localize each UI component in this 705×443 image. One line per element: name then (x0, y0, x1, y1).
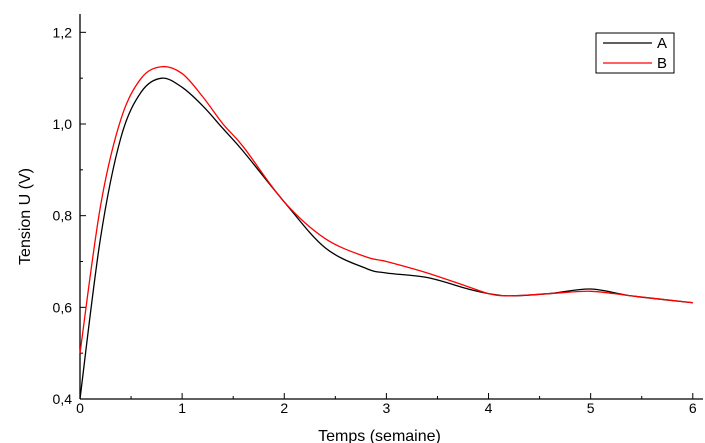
series-lines (79, 65, 693, 400)
x-tick-label: 5 (587, 400, 595, 416)
series-line-a (79, 77, 693, 400)
x-axis-title: Temps (semaine) (318, 428, 441, 443)
legend-label-b: B (657, 55, 667, 72)
y-tick-label: 1,0 (53, 116, 73, 132)
y-tick-label: 0,8 (53, 208, 73, 224)
x-tick-label: 4 (485, 400, 493, 416)
x-tick-label: 3 (382, 400, 390, 416)
series-line-b (79, 65, 693, 354)
ticks (79, 31, 694, 400)
x-tick-label: 1 (178, 400, 186, 416)
y-tick-label: 1,2 (53, 24, 73, 40)
legend-box (595, 32, 675, 74)
y-axis-title: Tension U (V) (17, 168, 34, 265)
tick-labels: 0 1 2 3 4 5 6 0,4 0,6 0,8 1,0 1,2 (53, 24, 697, 416)
legend-label-a: A (657, 35, 667, 52)
x-tick-label: 6 (689, 400, 697, 416)
x-tick-label: 2 (280, 400, 288, 416)
y-tick-label: 0,4 (53, 391, 73, 407)
y-tick-label: 0,6 (53, 299, 73, 315)
legend: A B (595, 32, 675, 74)
x-tick-label: 0 (76, 400, 84, 416)
